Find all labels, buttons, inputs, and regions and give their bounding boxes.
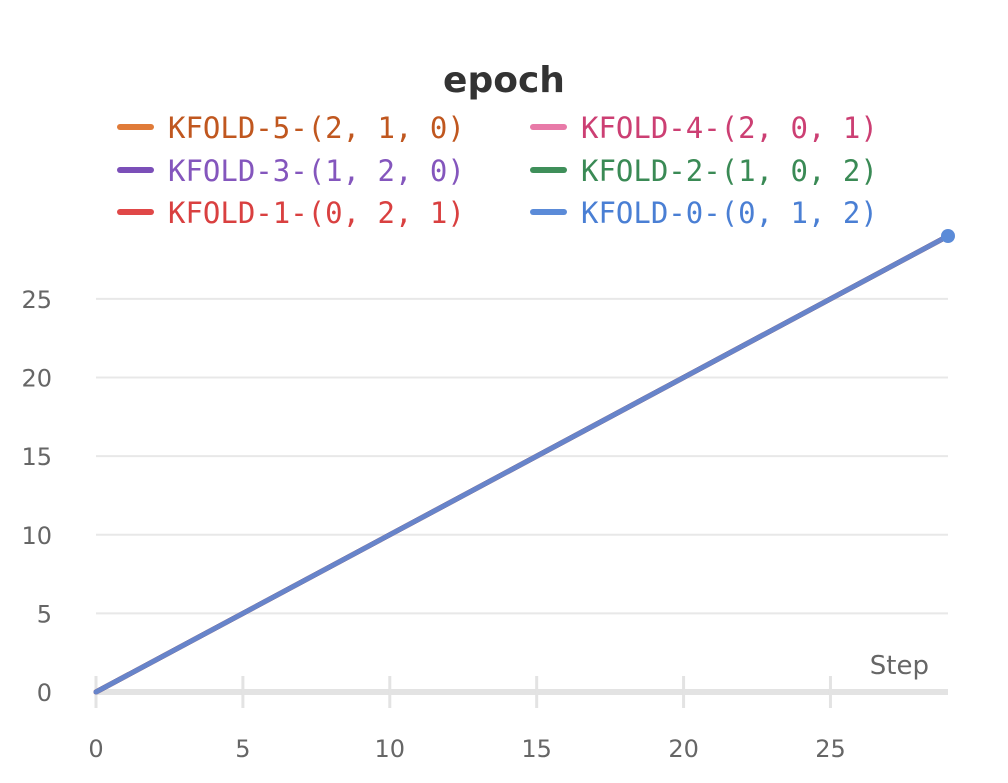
x-tick-label-20: 20 (668, 735, 699, 763)
y-axis: 0 5 10 15 20 25 (21, 286, 52, 707)
x-tick-label-10: 10 (375, 735, 406, 763)
legend-label-5: KFOLD-0-(0, 1, 2) (581, 196, 878, 230)
y-tick-label-0: 0 (37, 679, 52, 707)
x-tick-label-0: 0 (88, 735, 103, 763)
y-tick-label-10: 10 (21, 522, 52, 550)
legend-label-2: KFOLD-3-(1, 2, 0) (168, 154, 465, 188)
x-axis: 0 5 10 15 20 25 (88, 676, 948, 763)
x-tick-label-5: 5 (235, 735, 250, 763)
chart-title: epoch (443, 60, 565, 101)
x-axis-label: Step (870, 651, 929, 681)
series-lines (93, 229, 955, 695)
series-line-5 (93, 233, 951, 695)
legend-label-4: KFOLD-1-(0, 2, 1) (168, 196, 465, 230)
legend-label-0: KFOLD-5-(2, 1, 0) (168, 111, 465, 145)
y-tick-label-5: 5 (37, 600, 52, 628)
legend-label-3: KFOLD-2-(1, 0, 2) (581, 154, 878, 188)
legend: KFOLD-5-(2, 1, 0) KFOLD-4-(2, 0, 1) KFOLD-… (117, 111, 878, 230)
y-tick-label-20: 20 (21, 365, 52, 393)
series-endpoint-marker (941, 229, 955, 243)
y-tick-label-25: 25 (21, 286, 52, 314)
y-tick-label-15: 15 (21, 443, 52, 471)
legend-label-1: KFOLD-4-(2, 0, 1) (581, 111, 878, 145)
grid-lines (96, 297, 948, 615)
x-tick-label-25: 25 (815, 735, 846, 763)
x-tick-label-15: 15 (521, 735, 552, 763)
